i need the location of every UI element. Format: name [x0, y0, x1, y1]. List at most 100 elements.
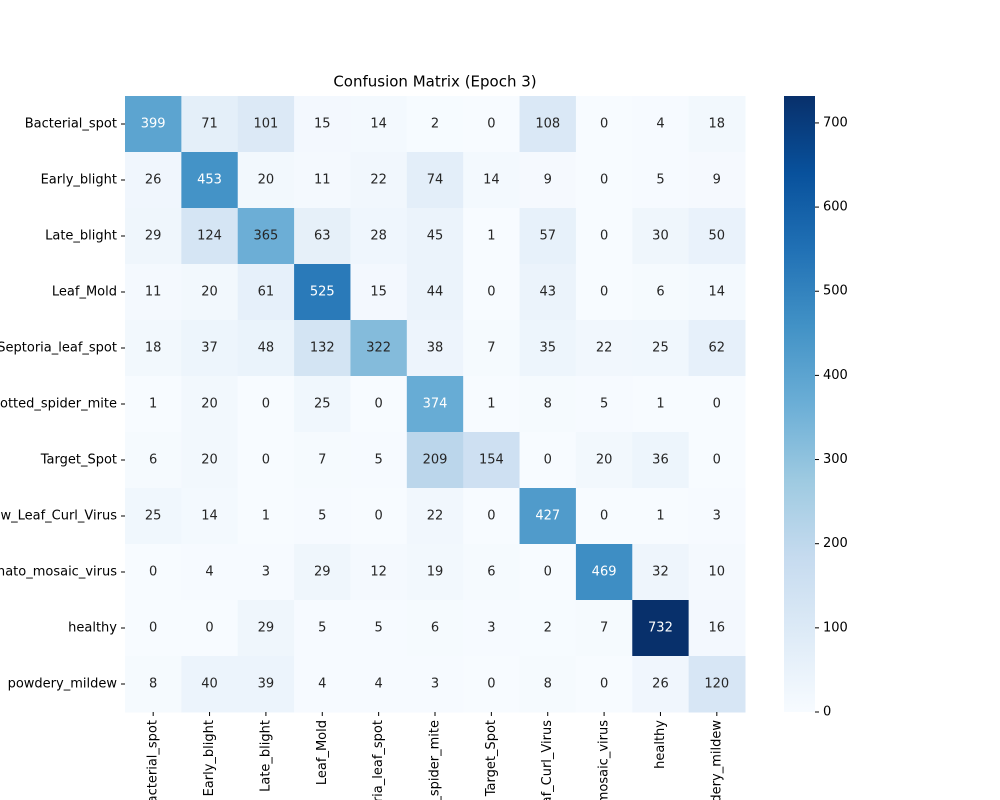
cell-label: 154 — [479, 453, 504, 468]
cell-label: 37 — [201, 341, 218, 356]
heatmap-cell — [181, 488, 239, 545]
heatmap-cell — [632, 656, 690, 713]
heatmap-cell — [294, 656, 351, 713]
heatmap-cell — [688, 320, 746, 377]
heatmap-cell — [632, 432, 690, 489]
colorbar — [784, 96, 815, 712]
cell-label: 12 — [370, 565, 387, 580]
x-tick-label: Early_blight — [202, 720, 217, 796]
cell-label: 8 — [544, 397, 552, 412]
x-tick-label: Tomato_Yellow_Leaf_Curl_Virus — [540, 720, 555, 800]
heatmap-cell — [688, 376, 746, 433]
chart-title: Confusion Matrix (Epoch 3) — [333, 73, 536, 91]
heatmap-cell — [575, 544, 633, 601]
x-tick-label: Tomato_mosaic_virus — [597, 720, 612, 800]
heatmap-cell — [463, 152, 521, 209]
heatmap-cell — [125, 488, 182, 545]
heatmap-cell — [688, 488, 746, 545]
cell-label: 0 — [262, 397, 270, 412]
y-tick-label: healthy — [68, 621, 117, 636]
cell-label: 20 — [201, 453, 218, 468]
heatmap-cell — [632, 320, 690, 377]
y-tick-label: Leaf_Mold — [52, 285, 117, 300]
heatmap-cell — [406, 264, 464, 321]
cell-label: 8 — [149, 677, 157, 692]
heatmap-cell — [350, 208, 408, 265]
x-tick-label: Bacterial_spot — [146, 720, 161, 800]
heatmap-cell — [519, 208, 577, 265]
heatmap-cell — [575, 488, 633, 545]
heatmap-cell — [350, 96, 408, 153]
cell-label: 11 — [314, 173, 331, 188]
heatmap-cell — [406, 208, 464, 265]
heatmap-cell — [350, 376, 408, 433]
heatmap-cell — [688, 96, 746, 153]
heatmap-cell — [519, 488, 577, 545]
heatmap-cell — [406, 656, 464, 713]
cell-label: 0 — [600, 117, 608, 132]
cell-label: 0 — [374, 509, 382, 524]
cell-label: 0 — [600, 173, 608, 188]
cell-label: 7 — [487, 341, 495, 356]
cell-label: 25 — [652, 341, 669, 356]
y-tick-label: Tomato_Yellow_Leaf_Curl_Virus — [0, 509, 117, 524]
cell-label: 108 — [535, 117, 560, 132]
heatmap-cell — [575, 656, 633, 713]
heatmap-cell — [575, 600, 633, 657]
cell-label: 0 — [544, 453, 552, 468]
heatmap-cell — [237, 320, 295, 377]
heatmap-cell — [294, 600, 351, 657]
cell-label: 74 — [427, 173, 444, 188]
cell-label: 50 — [709, 229, 726, 244]
colorbar-tick-label: 500 — [823, 284, 848, 299]
x-tick-label: healthy — [653, 720, 668, 769]
heatmap-cell — [237, 152, 295, 209]
cell-label: 0 — [713, 397, 721, 412]
cell-label: 14 — [483, 173, 500, 188]
cell-label: 0 — [262, 453, 270, 468]
cell-label: 28 — [370, 229, 387, 244]
heatmap-cell — [237, 432, 295, 489]
x-tick-label: Leaf_Mold — [315, 720, 330, 785]
heatmap-cell — [125, 376, 182, 433]
y-tick-label: Early_blight — [41, 173, 117, 188]
heatmap-cell — [350, 488, 408, 545]
heatmap-cell — [406, 432, 464, 489]
cell-label: 18 — [145, 341, 162, 356]
cell-label: 15 — [370, 285, 387, 300]
colorbar-tick-label: 0 — [823, 705, 831, 720]
heatmap-cell — [575, 152, 633, 209]
heatmap-cell — [181, 432, 239, 489]
y-tick-label: Late_blight — [45, 229, 117, 244]
heatmap-cell — [125, 320, 182, 377]
colorbar-tick-label: 400 — [823, 368, 848, 383]
heatmap-cell — [237, 488, 295, 545]
heatmap-cell — [350, 600, 408, 657]
heatmap-cell — [688, 600, 746, 657]
heatmap-cell — [519, 600, 577, 657]
cell-label: 3 — [431, 677, 439, 692]
heatmap-cell — [406, 544, 464, 601]
heatmap-cell — [237, 600, 295, 657]
cell-label: 9 — [544, 173, 552, 188]
heatmap-cell — [519, 152, 577, 209]
cell-label: 0 — [487, 509, 495, 524]
cell-label: 62 — [709, 341, 726, 356]
cell-label: 5 — [318, 621, 326, 636]
cell-label: 43 — [539, 285, 556, 300]
y-tick-label: Bacterial_spot — [25, 117, 117, 132]
cell-label: 209 — [423, 453, 448, 468]
cell-label: 16 — [709, 621, 726, 636]
cell-label: 3 — [713, 509, 721, 524]
cell-label: 5 — [600, 397, 608, 412]
cell-label: 5 — [656, 173, 664, 188]
cell-label: 61 — [258, 285, 275, 300]
heatmap-cell — [463, 320, 521, 377]
cell-label: 5 — [374, 453, 382, 468]
heatmap-cell — [575, 208, 633, 265]
heatmap-cell — [519, 320, 577, 377]
heatmap-cell — [350, 152, 408, 209]
heatmap-cell — [406, 488, 464, 545]
heatmap-cell — [632, 376, 690, 433]
